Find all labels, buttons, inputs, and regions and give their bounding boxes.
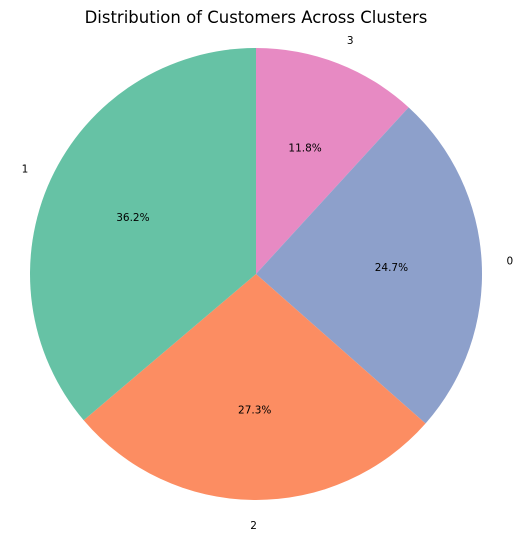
slice-label-2: 2 [250,520,257,532]
slice-percent-2: 27.3% [238,405,271,417]
pie-slice-2 [83,274,426,501]
slice-percent-0: 24.7% [375,262,408,274]
slice-label-1: 1 [22,164,29,176]
pie-labels: 3 11.8% 0 24.7% 2 27.3% 1 36.2% [22,35,514,532]
pie-slice-3 [256,48,409,274]
slice-percent-3: 11.8% [288,143,321,155]
slice-label-0: 0 [507,256,514,268]
slice-label-3: 3 [347,35,354,47]
pie-slice-1 [30,48,256,421]
chart-title: Distribution of Customers Across Cluster… [85,8,428,27]
slice-percent-1: 36.2% [116,212,149,224]
pie-slice-0 [256,107,483,424]
pie-slices [30,48,483,501]
